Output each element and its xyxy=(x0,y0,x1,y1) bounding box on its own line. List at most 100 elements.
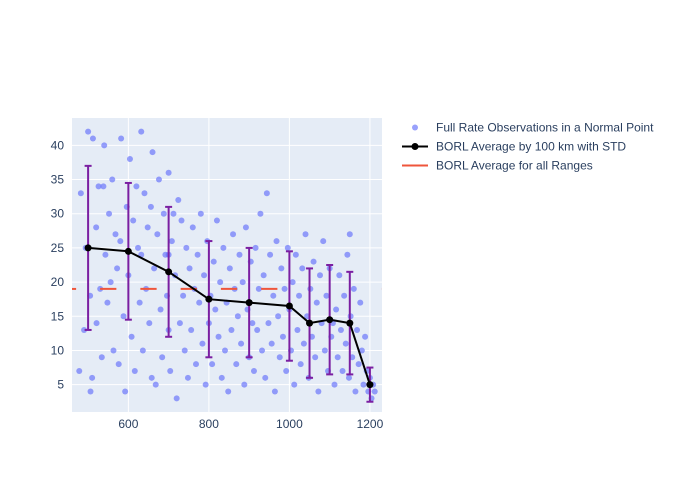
legend-label: BORL Average by 100 km with STD xyxy=(436,140,626,154)
scatter-point xyxy=(233,361,239,367)
scatter-point xyxy=(99,354,105,360)
plot-area xyxy=(72,118,382,412)
scatter-point xyxy=(277,354,283,360)
scatter-point xyxy=(236,252,242,258)
legend-marker-icon xyxy=(412,125,418,131)
avg100-marker xyxy=(165,268,172,275)
scatter-point xyxy=(167,368,173,374)
scatter-point xyxy=(283,368,289,374)
scatter-point xyxy=(117,238,123,244)
scatter-point xyxy=(112,231,118,237)
scatter-point xyxy=(220,245,226,251)
y-tick-label: 35 xyxy=(51,173,65,187)
scatter-point xyxy=(174,395,180,401)
scatter-point xyxy=(293,252,299,258)
scatter-point xyxy=(102,252,108,258)
scatter-point xyxy=(351,286,357,292)
scatter-point xyxy=(331,382,337,388)
avg100-marker xyxy=(306,320,313,327)
avg100-marker xyxy=(125,248,132,255)
scatter-point xyxy=(114,265,120,271)
scatter-point xyxy=(129,334,135,340)
legend-item[interactable]: BORL Average for all Ranges xyxy=(402,159,593,173)
scatter-point xyxy=(193,361,199,367)
scatter-point xyxy=(156,177,162,183)
scatter-point xyxy=(269,341,275,347)
scatter-point xyxy=(169,238,175,244)
scatter-point xyxy=(187,265,193,271)
scatter-point xyxy=(101,142,107,148)
scatter-point xyxy=(333,306,339,312)
scatter-point xyxy=(153,382,159,388)
scatter-point xyxy=(166,170,172,176)
scatter-point xyxy=(301,341,307,347)
scatter-point xyxy=(209,361,215,367)
scatter-point xyxy=(214,218,220,224)
y-tick-label: 30 xyxy=(51,207,65,221)
scatter-point xyxy=(146,320,152,326)
scatter-point xyxy=(356,361,362,367)
legend-item[interactable]: Full Rate Observations in a Normal Point xyxy=(412,121,654,135)
scatter-point xyxy=(338,327,344,333)
scatter-point xyxy=(270,293,276,299)
scatter-point xyxy=(217,279,223,285)
scatter-point xyxy=(347,231,353,237)
scatter-point xyxy=(272,388,278,394)
scatter-point xyxy=(235,313,241,319)
scatter-point xyxy=(188,327,194,333)
scatter-point xyxy=(159,354,165,360)
y-tick-label: 15 xyxy=(51,309,65,323)
scatter-point xyxy=(154,231,160,237)
scatter-point xyxy=(145,224,151,230)
scatter-point xyxy=(282,286,288,292)
scatter-point xyxy=(93,224,99,230)
scatter-point xyxy=(240,279,246,285)
scatter-point xyxy=(265,320,271,326)
scatter-point xyxy=(315,388,321,394)
scatter-point xyxy=(94,320,100,326)
scatter-point xyxy=(158,306,164,312)
scatter-point xyxy=(85,129,91,135)
scatter-point xyxy=(132,368,138,374)
scatter-point xyxy=(228,327,234,333)
scatter-point xyxy=(230,231,236,237)
legend-label: Full Rate Observations in a Normal Point xyxy=(436,121,654,135)
avg100-marker xyxy=(326,316,333,323)
scatter-point xyxy=(303,231,309,237)
scatter-point xyxy=(362,334,368,340)
scatter-point xyxy=(291,382,297,388)
scatter-point xyxy=(238,341,244,347)
scatter-line-chart: 60080010001200510152025303540Full Rate O… xyxy=(0,0,700,500)
scatter-point xyxy=(299,265,305,271)
scatter-point xyxy=(249,320,255,326)
scatter-point xyxy=(241,382,247,388)
avg100-marker xyxy=(286,303,293,310)
x-tick-label: 600 xyxy=(118,417,138,431)
scatter-point xyxy=(311,259,317,265)
scatter-point xyxy=(341,293,347,299)
scatter-point xyxy=(219,375,225,381)
scatter-point xyxy=(278,265,284,271)
scatter-point xyxy=(170,211,176,217)
scatter-point xyxy=(360,382,366,388)
scatter-point xyxy=(256,286,262,292)
avg100-marker xyxy=(205,296,212,303)
scatter-point xyxy=(88,388,94,394)
scatter-point xyxy=(190,224,196,230)
scatter-point xyxy=(354,327,360,333)
scatter-point xyxy=(312,354,318,360)
avg100-marker xyxy=(346,320,353,327)
scatter-point xyxy=(106,211,112,217)
y-tick-label: 40 xyxy=(51,138,65,152)
scatter-point xyxy=(259,347,265,353)
scatter-point xyxy=(372,388,378,394)
scatter-point xyxy=(137,300,143,306)
scatter-point xyxy=(100,183,106,189)
scatter-point xyxy=(346,375,352,381)
scatter-point xyxy=(298,361,304,367)
scatter-point xyxy=(130,218,136,224)
scatter-point xyxy=(161,211,167,217)
scatter-point xyxy=(199,341,205,347)
legend-item[interactable]: BORL Average by 100 km with STD xyxy=(402,140,626,154)
scatter-point xyxy=(254,327,260,333)
